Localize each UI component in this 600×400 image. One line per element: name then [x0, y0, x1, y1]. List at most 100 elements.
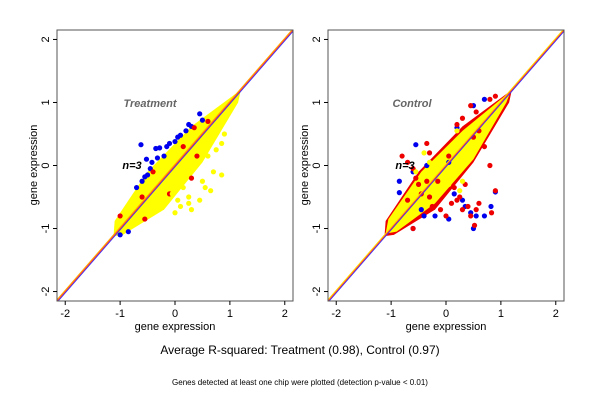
- treatment-y-tick-label: -2: [40, 287, 52, 297]
- control-point-blue: [432, 213, 438, 219]
- treatment-point-yellow: [169, 191, 175, 197]
- control-point-red: [404, 197, 411, 203]
- control-point-red: [399, 153, 405, 159]
- control-point-red: [457, 194, 463, 200]
- control-identity-blue-line: [328, 30, 564, 301]
- control-x-axis: -2 -1 0 1 2: [331, 301, 559, 320]
- control-point-red: [459, 115, 466, 121]
- control-point-red: [492, 93, 498, 99]
- treatment-reference-lines: [57, 30, 293, 301]
- control-point-blue: [473, 213, 479, 219]
- control-point-red: [404, 159, 411, 165]
- control-panel-title: Control: [392, 98, 432, 110]
- treatment-identity-red-line: [57, 30, 293, 301]
- treatment-point-yellow: [210, 169, 217, 175]
- control-y-tick-label: 1: [311, 99, 323, 105]
- control-point-blue: [481, 213, 488, 219]
- treatment-point-yellow: [175, 197, 181, 203]
- treatment-x-tick-label: 0: [172, 308, 178, 320]
- control-point-red: [488, 210, 495, 216]
- control-point-red: [459, 207, 466, 213]
- treatment-y-axis: -2 -1 0 1 2: [40, 36, 57, 296]
- treatment-point-blue: [154, 155, 161, 161]
- control-point-red: [476, 200, 482, 206]
- control-point-blue: [396, 190, 402, 196]
- control-point-blue: [421, 213, 427, 219]
- treatment-x-tick-label: -2: [60, 308, 70, 320]
- treatment-point-red: [205, 118, 211, 124]
- treatment-point-red: [194, 153, 200, 159]
- control-point-red: [415, 181, 422, 188]
- treatment-point-yellow: [172, 210, 178, 216]
- treatment-point-blue: [183, 128, 189, 134]
- treatment-point-blue: [133, 184, 140, 191]
- control-point-red: [413, 175, 419, 181]
- treatment-panel-title: Treatment: [124, 98, 178, 110]
- control-point-yellow: [451, 172, 457, 178]
- treatment-x-axis: -2 -1 0 1 2: [60, 301, 288, 320]
- treatment-y-tick-label: -1: [40, 224, 52, 234]
- control-point-red: [424, 140, 430, 147]
- treatment-point-blue: [166, 140, 173, 147]
- treatment-point-blue: [199, 117, 206, 123]
- treatment-identity-blue-line: [57, 30, 293, 301]
- control-point-red: [468, 103, 474, 109]
- control-x-axis-label: gene expression: [406, 321, 487, 333]
- treatment-point-red: [142, 216, 148, 222]
- treatment-point-blue: [157, 145, 163, 151]
- treatment-y-axis-label: gene expression: [28, 125, 40, 206]
- r-squared-caption: Average R-squared: Treatment (0.98), Con…: [160, 343, 440, 357]
- control-point-yellow: [459, 178, 466, 184]
- treatment-point-blue: [161, 153, 167, 159]
- treatment-points: [117, 111, 227, 238]
- treatment-point-blue: [142, 174, 148, 180]
- control-point-red: [451, 184, 457, 191]
- treatment-point-blue: [177, 132, 184, 138]
- treatment-point-blue: [125, 229, 131, 235]
- control-x-tick-label: -1: [386, 308, 396, 320]
- treatment-y-tick-label: 0: [40, 162, 52, 168]
- treatment-point-yellow: [205, 153, 211, 159]
- treatment-point-blue: [149, 159, 155, 165]
- control-point-red: [424, 178, 430, 184]
- control-point-blue: [488, 203, 494, 210]
- treatment-point-yellow: [188, 166, 195, 172]
- control-point-red: [429, 203, 435, 210]
- treatment-y-tick-label: 2: [40, 36, 52, 42]
- treatment-identity-orange-line: [57, 30, 293, 301]
- treatment-point-red: [191, 125, 197, 131]
- treatment-point-blue: [139, 178, 145, 184]
- control-point-red: [481, 143, 488, 150]
- control-point-blue: [413, 142, 419, 148]
- control-n-label: n=3: [395, 160, 414, 172]
- treatment-point-yellow: [199, 178, 206, 184]
- control-point-yellow: [421, 150, 427, 156]
- control-point-blue: [396, 178, 402, 184]
- control-point-red: [487, 96, 493, 102]
- control-point-red: [492, 188, 498, 194]
- treatment-x-tick-label: -1: [115, 308, 125, 320]
- control-point-yellow: [476, 134, 482, 140]
- treatment-x-tick-label: 1: [227, 308, 233, 320]
- control-y-tick-label: -1: [311, 224, 323, 234]
- treatment-point-yellow: [177, 203, 184, 210]
- treatment-n-label: n=3: [122, 160, 141, 172]
- treatment-point-red: [188, 175, 195, 181]
- control-point-yellow: [446, 181, 452, 188]
- control-point-red: [426, 150, 433, 156]
- control-identity-yellow-line: [328, 30, 564, 301]
- treatment-point-yellow: [219, 140, 225, 147]
- treatment-point-red: [139, 194, 145, 200]
- treatment-panel: -2 -1 0 1 2 -2 -1 0 1 2 Treatment n=3 gene expre…: [28, 29, 294, 333]
- control-y-axis-label: gene expression: [299, 125, 311, 206]
- control-point-red: [465, 203, 471, 210]
- control-point-blue: [418, 207, 424, 213]
- treatment-point-red: [117, 213, 123, 219]
- treatment-point-blue: [197, 111, 203, 117]
- control-point-red: [454, 121, 460, 128]
- treatment-point-yellow: [202, 184, 208, 191]
- control-point-blue: [451, 191, 457, 197]
- treatment-point-blue: [172, 138, 178, 145]
- treatment-x-axis-label: gene expression: [135, 321, 216, 333]
